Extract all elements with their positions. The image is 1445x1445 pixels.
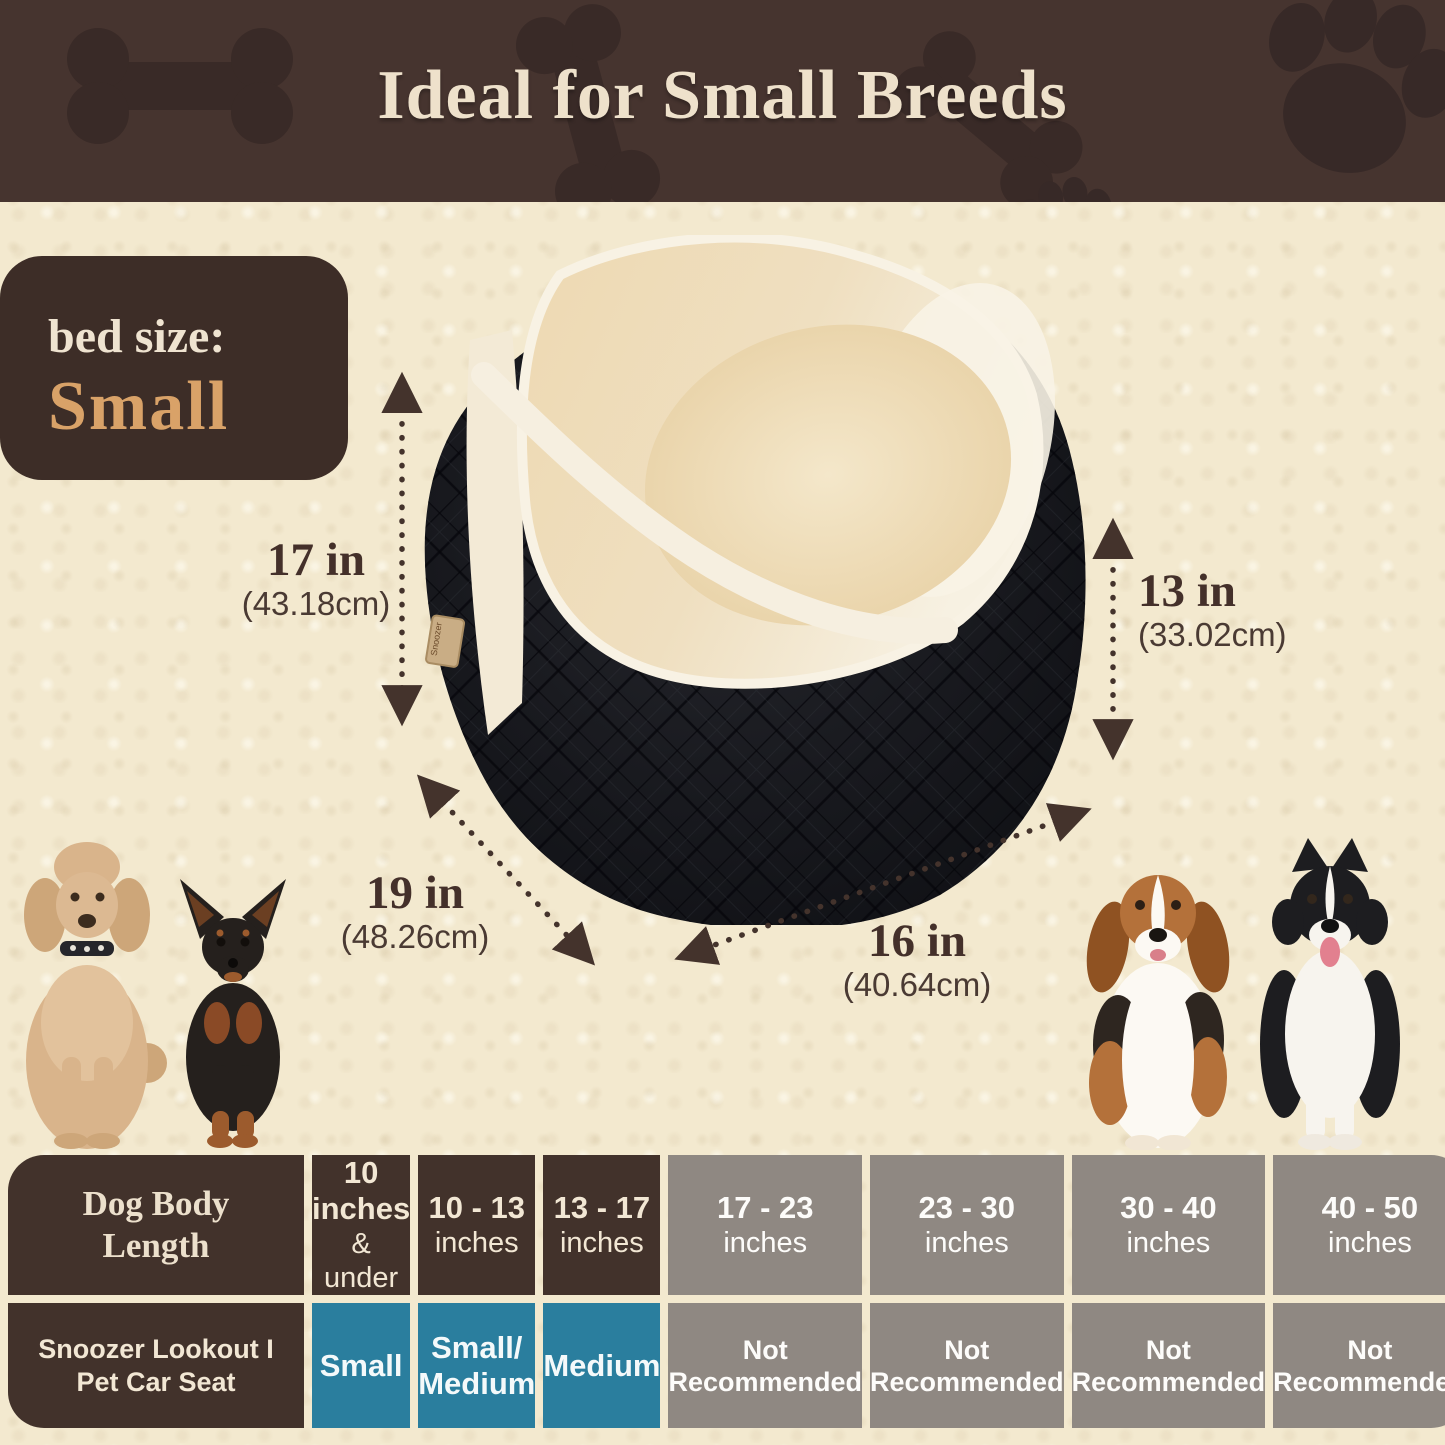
table-header-col-7: 40 - 50 inches (1273, 1155, 1445, 1295)
table-cell-not-recommended: Not Recommended (870, 1303, 1064, 1428)
table-header-col-3: 13 - 17 inches (543, 1155, 661, 1295)
table-header-col-2: 10 - 13 inches (418, 1155, 536, 1295)
poodle-image (24, 842, 167, 1149)
dimension-value: 13 in (1138, 565, 1236, 617)
dimension-metric: (33.02cm) (1138, 616, 1287, 653)
dimension-value: 17 in (267, 534, 365, 586)
fleece-sliver (466, 330, 524, 735)
page-title: Ideal for Small Breeds (377, 57, 1068, 134)
table-header-col-1: 10 inches & under (312, 1155, 411, 1295)
dimension-value: 19 in (366, 867, 464, 919)
pet-car-seat-image: Snoozer (424, 235, 1086, 925)
dimension-metric: (40.64cm) (842, 966, 992, 1003)
table-header-col-5: 23 - 30 inches (870, 1155, 1064, 1295)
bed-size-badge: bed size: Small (0, 256, 348, 480)
snoozer-tag: Snoozer (425, 614, 466, 668)
dimension-width: 16 in (40.64cm) (817, 916, 1017, 1004)
table-cell-medium: Medium (543, 1303, 661, 1428)
table-header-col-6: 30 - 40 inches (1071, 1155, 1266, 1295)
table-cell-not-recommended: Not Recommended (1071, 1303, 1266, 1428)
table-row-product-label: Snoozer Lookout I Pet Car Seat (8, 1303, 304, 1428)
table-cell-small: Small (312, 1303, 411, 1428)
table-cell-not-recommended: Not Recommended (668, 1303, 863, 1428)
header-banner: Ideal for Small Breeds (0, 0, 1445, 202)
miniature-pinscher-image (180, 879, 286, 1148)
size-table: Dog Body Length 10 inches & under 10 - 1… (8, 1155, 1445, 1428)
dimension-depth: 19 in (48.26cm) (315, 868, 515, 956)
border-collie-image (1260, 838, 1400, 1150)
dimension-back-height: 17 in (43.18cm) (216, 535, 416, 623)
bed-size-label: bed size: (48, 310, 226, 363)
dimension-metric: (43.18cm) (241, 585, 391, 622)
table-cell-not-recommended: Not Recommended (1273, 1303, 1445, 1428)
dimension-metric: (48.26cm) (340, 918, 490, 955)
bed-size-value: Small (48, 368, 230, 445)
dimension-value: 16 in (868, 915, 966, 967)
fleece-seat (644, 324, 1012, 626)
dimension-front-height: 13 in (33.02cm) (1138, 566, 1358, 654)
table-header-dog-body-length: Dog Body Length (8, 1155, 304, 1295)
table-cell-small-medium: Small/ Medium (418, 1303, 536, 1428)
fleece-rim (471, 362, 958, 644)
beagle-image (1086, 875, 1230, 1150)
table-header-col-4: 17 - 23 inches (668, 1155, 863, 1295)
